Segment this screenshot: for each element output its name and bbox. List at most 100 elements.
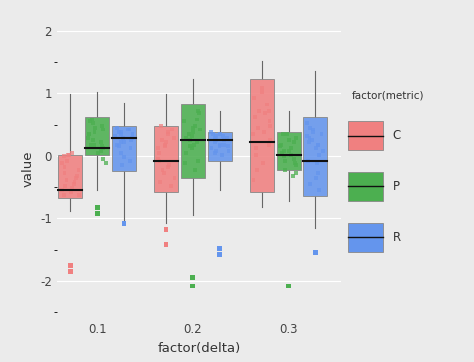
Point: [171, 175, 178, 181]
Point: [276, 143, 284, 149]
Point: [182, 150, 190, 156]
Point: [292, 135, 300, 141]
Point: [265, 142, 273, 147]
Point: [70, 181, 78, 187]
Point: [196, 127, 204, 132]
Point: [212, 137, 219, 143]
Text: factor(metric): factor(metric): [352, 90, 425, 101]
Point: [208, 129, 215, 135]
Point: [99, 146, 107, 151]
Point: [260, 129, 267, 135]
Point: [167, 183, 175, 189]
Point: [312, 175, 319, 181]
Point: [220, 137, 228, 143]
Point: [67, 189, 74, 195]
X-axis label: factor(delta): factor(delta): [157, 342, 241, 355]
Point: [212, 133, 220, 139]
Point: [115, 129, 123, 135]
Point: [250, 177, 257, 182]
Point: [164, 164, 172, 170]
Point: [191, 123, 199, 129]
Point: [303, 133, 310, 139]
Point: [61, 164, 68, 170]
Point: [111, 133, 118, 139]
Point: [98, 143, 106, 149]
Point: [285, 137, 292, 143]
Point: [91, 129, 98, 135]
Point: [117, 129, 125, 135]
Point: [154, 156, 162, 162]
Point: [117, 131, 124, 137]
Point: [87, 142, 94, 147]
Bar: [277, 132, 301, 169]
Point: [99, 156, 106, 162]
Point: [318, 131, 325, 137]
Point: [189, 275, 197, 281]
Point: [216, 252, 223, 258]
Point: [126, 127, 133, 132]
Point: [68, 150, 76, 156]
Point: [307, 125, 314, 131]
Point: [191, 167, 199, 172]
Point: [89, 121, 97, 126]
Point: [211, 137, 219, 143]
Point: [118, 162, 126, 168]
Point: [88, 117, 95, 122]
Point: [285, 283, 292, 289]
Point: [113, 142, 120, 147]
Point: [75, 192, 82, 198]
Point: [63, 177, 70, 182]
Point: [194, 158, 201, 164]
Point: [251, 95, 258, 101]
Point: [171, 135, 178, 141]
Point: [216, 245, 223, 251]
Point: [219, 133, 227, 139]
Point: [223, 135, 231, 141]
Point: [120, 220, 128, 226]
Point: [310, 129, 317, 135]
Point: [193, 117, 201, 122]
Point: [129, 131, 137, 137]
Point: [99, 127, 107, 132]
Point: [190, 142, 198, 147]
Point: [118, 139, 125, 145]
Point: [158, 137, 166, 143]
Point: [189, 133, 196, 139]
Point: [60, 192, 68, 198]
Point: [265, 108, 273, 114]
Point: [305, 139, 313, 145]
Point: [251, 114, 259, 120]
Bar: [208, 132, 232, 161]
Point: [277, 142, 285, 147]
Point: [208, 146, 215, 151]
Point: [84, 135, 92, 141]
Point: [281, 167, 289, 172]
Point: [283, 131, 291, 137]
Point: [64, 152, 72, 157]
Point: [292, 162, 300, 168]
Point: [89, 137, 97, 143]
Point: [163, 139, 170, 145]
Bar: [303, 117, 328, 197]
Point: [66, 262, 74, 268]
Point: [218, 152, 226, 157]
Bar: [58, 155, 82, 198]
Point: [156, 179, 164, 185]
Point: [186, 143, 193, 149]
Point: [155, 150, 163, 156]
Point: [216, 131, 224, 137]
Point: [292, 171, 300, 176]
Point: [280, 153, 287, 159]
Point: [220, 142, 228, 147]
Point: [160, 171, 167, 176]
Point: [61, 171, 68, 176]
Point: [304, 158, 312, 164]
Point: [303, 121, 311, 126]
Point: [314, 171, 322, 176]
Point: [225, 148, 232, 154]
Point: [287, 146, 295, 151]
Point: [263, 102, 271, 108]
Point: [216, 142, 223, 147]
Point: [119, 135, 127, 141]
Point: [252, 152, 260, 157]
